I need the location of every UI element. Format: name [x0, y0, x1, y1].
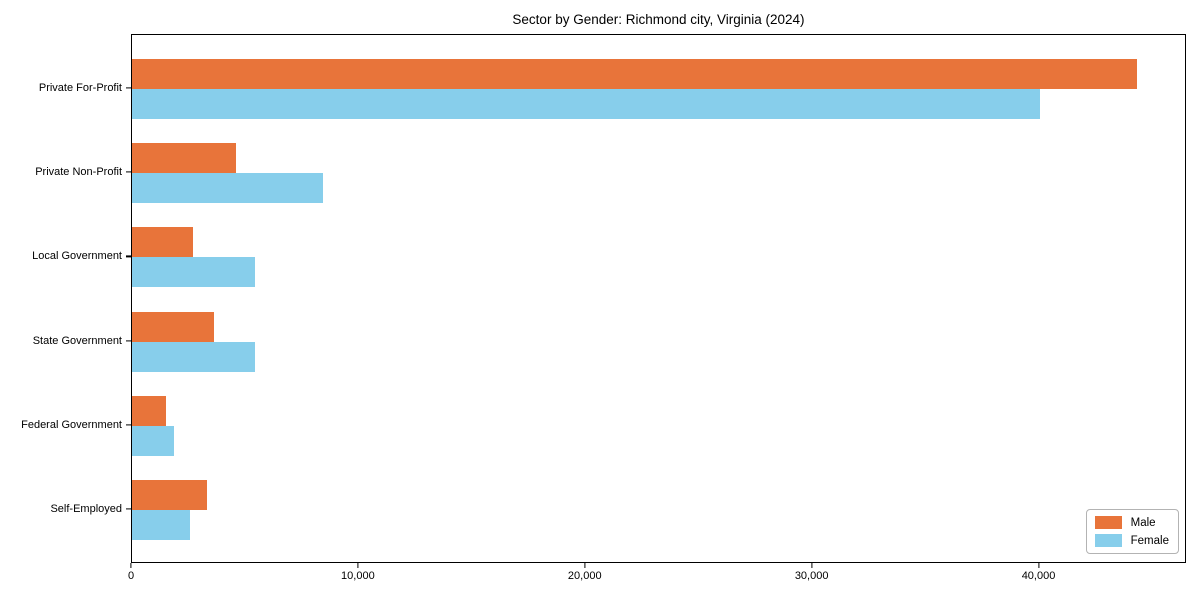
legend: Male Female — [1085, 509, 1179, 554]
chart-title: Sector by Gender: Richmond city, Virgini… — [512, 12, 805, 27]
y-tick-mark — [126, 508, 131, 510]
bar-male-local-government — [132, 227, 194, 258]
y-tick-label: Private For-Profit — [38, 82, 122, 94]
bar-female-private-non-profit — [132, 173, 323, 204]
y-tick-mark — [126, 255, 131, 257]
y-tick-mark — [126, 87, 131, 89]
bar-female-self-employed — [132, 510, 190, 540]
bar-male-private-non-profit — [132, 143, 237, 174]
y-tick-mark — [126, 424, 131, 426]
x-tick-label: 30,000 — [794, 570, 829, 582]
legend-swatch-female — [1094, 534, 1122, 547]
x-tick-label: 10,000 — [341, 570, 375, 582]
x-tick-mark — [584, 563, 586, 568]
x-tick-mark — [811, 563, 813, 568]
bar-female-federal-government — [132, 425, 174, 456]
x-tick-mark — [357, 563, 359, 568]
y-tick-label: Private Non-Profit — [35, 166, 122, 179]
plot-area: Male Female — [131, 34, 1186, 563]
legend-item-male: Male — [1094, 516, 1169, 529]
x-tick-label: 0 — [127, 570, 135, 582]
y-tick-mark — [126, 340, 131, 342]
bar-male-federal-government — [132, 395, 166, 426]
y-tick-label: Local Government — [32, 250, 122, 263]
legend-label: Male — [1130, 516, 1156, 529]
y-tick-label: Federal Government — [21, 418, 122, 431]
x-tick-label: 40,000 — [1021, 570, 1056, 582]
bar-male-private-for-profit — [132, 59, 1138, 89]
bar-female-private-for-profit — [132, 89, 1040, 119]
x-tick-label: 20,000 — [567, 570, 602, 582]
bar-male-state-government — [132, 311, 214, 342]
x-tick-mark — [1037, 563, 1040, 568]
x-tick-mark — [130, 563, 132, 568]
legend-label: Female — [1130, 534, 1169, 547]
y-tick-label: State Government — [32, 334, 122, 347]
y-tick-label: Self-Employed — [50, 503, 122, 515]
legend-item-female: Female — [1094, 534, 1169, 547]
bar-female-local-government — [132, 257, 255, 288]
bar-female-state-government — [132, 341, 255, 372]
bar-male-self-employed — [132, 480, 207, 510]
y-tick-mark — [126, 171, 131, 173]
legend-swatch-male — [1094, 516, 1122, 529]
